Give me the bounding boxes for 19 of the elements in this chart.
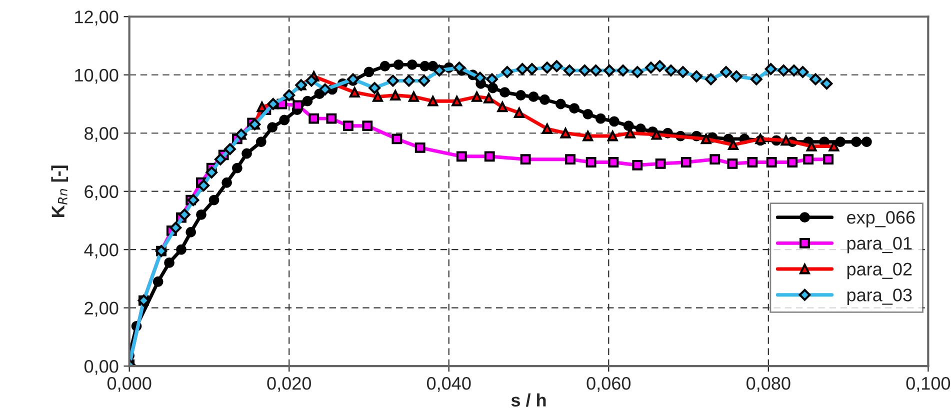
- legend-label: exp_066: [847, 211, 915, 228]
- y-tick-label: 8,00: [84, 127, 118, 142]
- y-tick-label: 6,00: [84, 185, 118, 200]
- y-tick-label: 12,00: [75, 10, 118, 26]
- x-tick-label: 0,060: [586, 376, 631, 392]
- y-tick-label: 10,00: [75, 68, 118, 84]
- x-axis-title: s / h: [511, 393, 546, 407]
- y-tick-label: 2,00: [84, 302, 118, 317]
- y-axis-title: K$_{Rn}$ [-]: [51, 166, 68, 217]
- y-tick-label: 4,00: [84, 244, 118, 258]
- x-tick-label: 0,020: [267, 376, 311, 392]
- y-tick-label: 0,00: [84, 360, 118, 375]
- x-tick-label: 0,000: [107, 376, 152, 392]
- x-tick-label: 0,100: [906, 376, 950, 392]
- x-tick-label: 0,040: [426, 376, 471, 392]
- legend-label: para_02: [847, 262, 912, 280]
- x-tick-label: 0,080: [746, 376, 790, 392]
- legend-label: para_03: [847, 288, 912, 305]
- legend-label: para_01: [847, 236, 912, 254]
